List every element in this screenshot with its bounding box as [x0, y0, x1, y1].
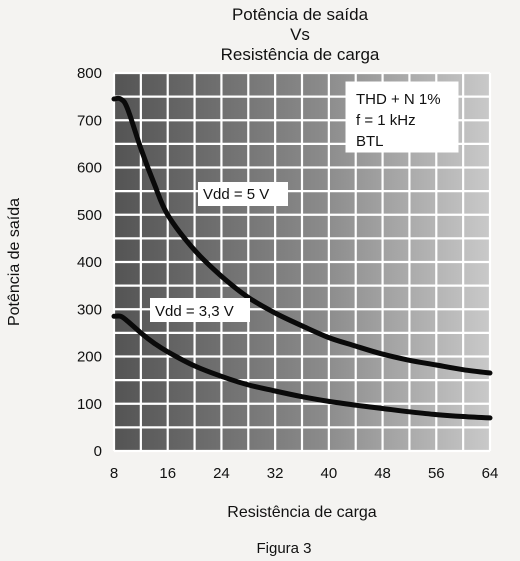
grid: [112, 71, 492, 453]
x-tick-labels: 8 16 24 32 40 48 56 64: [110, 465, 499, 482]
condition-mode: BTL: [356, 133, 384, 150]
x-tick-label: 8: [110, 465, 118, 482]
series-label-vdd5: Vdd = 5 V: [198, 182, 288, 206]
x-tick-label: 56: [428, 465, 445, 482]
y-tick-label: 800: [77, 65, 102, 82]
y-tick-labels: 0 100 200 300 400 500 600 700 800: [77, 65, 102, 460]
x-tick-label: 40: [321, 465, 338, 482]
figure-caption: Figura 3: [256, 540, 311, 557]
y-tick-label: 300: [77, 301, 102, 318]
series-line-2: [111, 313, 493, 421]
chart-title-line-1: Potência de saída: [232, 5, 369, 24]
series-label-vdd33-text: Vdd = 3,3 V: [155, 303, 234, 320]
condition-thd: THD + N 1%: [356, 91, 441, 108]
y-tick-label: 500: [77, 207, 102, 224]
y-axis-label: Potência de saída: [6, 198, 23, 326]
y-tick-label: 400: [77, 254, 102, 271]
conditions-box: THD + N 1% f = 1 kHz BTL: [345, 81, 459, 153]
x-tick-label: 16: [159, 465, 176, 482]
x-axis-label: Resistência de carga: [227, 504, 377, 521]
series-line-1: [111, 95, 493, 376]
x-tick-label: 24: [213, 465, 230, 482]
y-tick-label: 0: [94, 443, 102, 460]
series-label-vdd33: Vdd = 3,3 V: [150, 298, 250, 322]
condition-frequency: f = 1 kHz: [356, 112, 416, 129]
x-tick-label: 32: [267, 465, 284, 482]
y-tick-label: 100: [77, 396, 102, 413]
chart-title-line-2: Vs: [290, 25, 310, 44]
x-tick-label: 48: [374, 465, 391, 482]
y-tick-label: 600: [77, 160, 102, 177]
x-tick-label: 64: [482, 465, 499, 482]
chart-title-line-3: Resistência de carga: [221, 45, 380, 64]
series-label-vdd5-text: Vdd = 5 V: [203, 186, 269, 203]
series-layer: [111, 95, 493, 421]
y-tick-label: 200: [77, 349, 102, 366]
y-tick-label: 700: [77, 112, 102, 129]
